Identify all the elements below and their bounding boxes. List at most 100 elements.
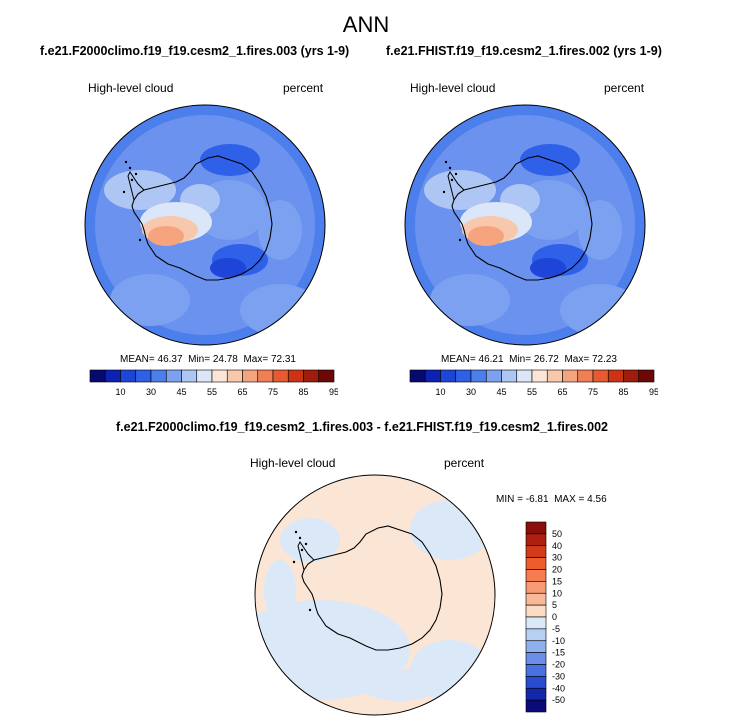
mean-value: 46.37 <box>157 354 183 365</box>
colorbar-box <box>318 369 335 383</box>
colorbar-box <box>196 369 213 383</box>
colorbar-box <box>525 699 547 713</box>
colorbar-tick-label: 45 <box>176 387 186 397</box>
colorbar-tick-label: 55 <box>527 387 537 397</box>
antarctic-peninsula-coastline <box>297 541 315 571</box>
negative-anomaly-region <box>264 560 296 620</box>
colorbar-tick-label: 95 <box>329 387 338 397</box>
colorbar-box <box>104 369 121 383</box>
panel-2-title: f.e21.FHIST.f19_f19.cesm2_1.fires.002 (y… <box>386 44 662 58</box>
map-border <box>84 104 326 346</box>
map-panel-2 <box>404 104 646 346</box>
panel-2-variable-label: High-level cloud <box>410 81 496 95</box>
field-contour-region <box>104 170 176 210</box>
map-field <box>255 475 495 715</box>
map-border <box>254 474 496 716</box>
panel-3-title: f.e21.F2000climo.f19_f19.cesm2_1.fires.0… <box>116 420 608 434</box>
min-value: -6.81 <box>525 494 549 505</box>
island-marker <box>458 238 462 242</box>
panel-3-stats: MIN = -6.81 MAX = 4.56 <box>496 494 607 505</box>
colorbar-box <box>525 545 547 558</box>
colorbar-box <box>181 369 198 383</box>
max-label: MAX = <box>554 494 585 505</box>
panel-2-units-label: percent <box>604 81 645 95</box>
island-marker <box>442 190 446 194</box>
map-border <box>404 104 646 346</box>
antarctica-coastline <box>301 525 443 651</box>
map-panel-1 <box>84 104 326 346</box>
colorbar-tick-label: 65 <box>557 387 567 397</box>
negative-anomaly-region <box>360 669 440 701</box>
mean-label: MEAN= <box>441 354 476 365</box>
colorbar-box <box>303 369 320 383</box>
colorbar-box <box>525 616 547 630</box>
field-contour-region <box>210 258 246 278</box>
max-label: Max= <box>243 354 269 365</box>
panel-2-stats: MEAN= 46.21 Min= 26.72 Max= 72.23 <box>441 354 617 365</box>
field-contour-region <box>148 226 184 246</box>
colorbar-box <box>409 369 426 383</box>
field-contour-region <box>110 274 190 326</box>
min-label: MIN = <box>496 494 523 505</box>
colorbar-box <box>120 369 137 383</box>
island-marker <box>138 238 142 242</box>
colorbar-box <box>440 369 457 383</box>
field-contour-region <box>578 200 622 260</box>
min-label: Min= <box>188 354 211 365</box>
colorbar-tick-label: -40 <box>552 683 565 693</box>
field-contour-region <box>430 274 510 326</box>
colorbar-box <box>525 557 547 570</box>
figure-title: ANN <box>342 12 390 37</box>
colorbar-tick-label: -10 <box>552 636 565 646</box>
colorbar-box <box>525 521 547 535</box>
field-contour-region <box>560 284 640 336</box>
colorbar-box <box>525 640 547 653</box>
panel-1-units-label: percent <box>283 81 324 95</box>
field-contour-region <box>258 200 302 260</box>
colorbar-box <box>516 369 533 383</box>
colorbar-box <box>226 369 243 383</box>
colorbar-box <box>242 369 259 383</box>
colorbar-tick-label: 85 <box>298 387 308 397</box>
island-marker <box>444 160 448 164</box>
colorbar-panel-2: 10 30 45 55 65 75 85 95 <box>409 369 658 397</box>
map-field <box>85 105 325 345</box>
max-value: 72.23 <box>591 354 617 365</box>
island-marker <box>128 166 132 170</box>
colorbar-tick-label: 45 <box>496 387 506 397</box>
negative-anomaly-region <box>410 500 490 560</box>
colorbar-box <box>525 581 547 594</box>
panel-1-variable-label: High-level cloud <box>88 81 174 95</box>
colorbar-box <box>623 369 640 383</box>
panel-1-title: f.e21.F2000climo.f19_f19.cesm2_1.fires.0… <box>40 44 350 58</box>
colorbar-box <box>150 369 167 383</box>
colorbar-box <box>638 369 655 383</box>
colorbar-box <box>470 369 487 383</box>
panel-3-units-label: percent <box>444 456 485 470</box>
colorbar-box <box>525 652 547 665</box>
colorbar-box <box>562 369 579 383</box>
colorbar-tick-label: 10 <box>115 387 125 397</box>
colorbar-tick-label: 0 <box>552 612 557 622</box>
colorbar-box <box>257 369 274 383</box>
colorbar-tick-label: -50 <box>552 695 565 705</box>
colorbar-tick-label: 55 <box>207 387 217 397</box>
min-label: Min= <box>509 354 532 365</box>
colorbar-tick-label: -20 <box>552 660 565 670</box>
island-marker <box>308 608 312 612</box>
island-marker <box>122 190 126 194</box>
island-marker <box>448 166 452 170</box>
antarctic-peninsula-coastline <box>447 171 465 201</box>
colorbar-box <box>592 369 609 383</box>
field-contour-region <box>468 226 504 246</box>
panel-1-stats: MEAN= 46.37 Min= 24.78 Max= 72.31 <box>120 354 296 365</box>
antarctica-coastline <box>131 155 273 281</box>
colorbar-tick-label: 65 <box>237 387 247 397</box>
island-marker <box>298 536 302 540</box>
panel-3-variable-label: High-level cloud <box>250 456 336 470</box>
colorbar-box <box>485 369 502 383</box>
island-marker <box>124 160 128 164</box>
colorbar-box <box>577 369 594 383</box>
colorbar-panel-1: 10 30 45 55 65 75 85 95 <box>89 369 338 397</box>
